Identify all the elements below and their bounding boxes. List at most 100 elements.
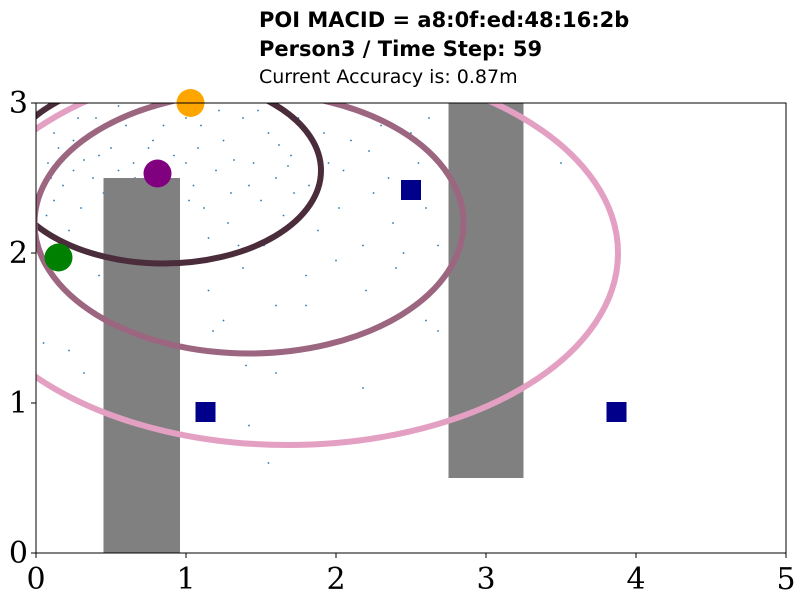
particle-point xyxy=(560,162,562,164)
uncertainty-ellipse xyxy=(36,103,324,267)
uncertainty-ellipse xyxy=(36,103,621,448)
particle-point xyxy=(248,184,250,187)
axes-frame xyxy=(35,102,787,554)
particle-point xyxy=(188,199,190,202)
x-tick-label: 5 xyxy=(776,562,795,597)
particle-point xyxy=(222,139,225,142)
particle-point xyxy=(425,207,427,209)
access-point-marker xyxy=(195,402,216,422)
y-tick-label: 2 xyxy=(9,236,28,271)
particle-point xyxy=(47,162,49,164)
access-point-marker xyxy=(606,402,627,422)
particle-point xyxy=(53,199,55,202)
chart-subtitle-person-step: Person3 / Time Step: 59 xyxy=(259,37,543,61)
particle-point xyxy=(267,462,270,464)
particle-point xyxy=(185,162,187,164)
particle-point xyxy=(392,222,394,224)
particle-point xyxy=(57,147,60,149)
particle-point xyxy=(267,132,270,134)
y-tick-label: 1 xyxy=(9,386,28,421)
particle-point xyxy=(437,244,439,247)
x-tick-label: 0 xyxy=(26,562,45,597)
particle-point xyxy=(245,364,247,367)
particle-point xyxy=(222,319,225,322)
particle-point xyxy=(338,207,340,209)
particle-point xyxy=(242,267,244,269)
particle-point xyxy=(282,214,285,217)
obstacle-wall xyxy=(448,103,524,478)
particle-point xyxy=(428,117,430,119)
particle-point xyxy=(45,214,48,217)
particle-point xyxy=(257,109,259,112)
particle-point xyxy=(308,184,310,187)
particle-point xyxy=(248,424,250,427)
particle-point xyxy=(212,330,214,332)
particle-point xyxy=(368,150,370,152)
particle-point xyxy=(53,132,55,134)
particle-point xyxy=(425,319,427,322)
particle-point xyxy=(68,229,70,232)
particle-point xyxy=(227,222,229,224)
particle-point xyxy=(72,139,75,142)
particle-point xyxy=(147,147,150,149)
green-position-marker xyxy=(44,243,73,272)
particle-point xyxy=(305,274,307,277)
particle-point xyxy=(68,349,70,352)
plot-area xyxy=(36,103,627,553)
particle-point xyxy=(42,342,45,344)
particle-point xyxy=(215,169,217,172)
purple-position-marker xyxy=(143,159,172,188)
axis-ticks: 0 1 2 3 4 5 0 1 2 3 xyxy=(9,86,796,597)
particle-point xyxy=(305,304,307,307)
particle-point xyxy=(342,169,345,172)
particle-point xyxy=(62,184,64,187)
particle-point xyxy=(327,162,330,164)
particle-point xyxy=(80,207,82,209)
particle-point xyxy=(323,132,325,134)
particle-point xyxy=(95,117,97,119)
particle-point xyxy=(242,117,244,119)
particle-point xyxy=(275,177,277,179)
particle-point xyxy=(317,229,319,232)
particle-point xyxy=(335,259,337,262)
particle-point xyxy=(125,124,127,127)
particle-point xyxy=(132,162,135,164)
particle-point xyxy=(185,117,187,119)
particle-point xyxy=(197,147,199,149)
uncertainty-ellipse xyxy=(36,103,467,357)
particle-point xyxy=(278,144,280,146)
particle-point xyxy=(233,159,235,161)
particle-point xyxy=(92,177,94,179)
particle-point xyxy=(362,244,364,247)
particle-point xyxy=(275,304,277,307)
particle-point xyxy=(417,162,420,164)
particle-point xyxy=(98,274,100,277)
x-tick-label: 4 xyxy=(626,562,645,597)
particle-point xyxy=(290,154,292,157)
particle-point xyxy=(275,372,277,374)
particle-point xyxy=(98,154,100,157)
particle-point xyxy=(77,117,79,119)
particle-point xyxy=(287,165,289,167)
particle-point xyxy=(252,162,255,164)
particle-point xyxy=(395,267,397,269)
particle-point xyxy=(380,124,382,127)
particle-point xyxy=(207,237,210,239)
x-tick-label: 3 xyxy=(476,562,495,597)
particle-point xyxy=(152,139,154,142)
particle-point xyxy=(117,169,120,172)
particle-point xyxy=(72,169,75,172)
particle-point xyxy=(410,132,412,134)
particle-point xyxy=(437,330,439,332)
particle-point xyxy=(162,124,165,127)
particle-point xyxy=(402,252,405,254)
particle-point xyxy=(200,124,202,127)
y-tick-label: 0 xyxy=(9,536,28,571)
particle-point xyxy=(260,199,262,202)
access-point-marker xyxy=(401,180,421,200)
particle-point xyxy=(207,289,210,292)
particle-point xyxy=(237,244,240,247)
particle-point xyxy=(192,184,195,187)
obstacle-wall xyxy=(103,178,180,553)
particle-point xyxy=(83,372,85,374)
